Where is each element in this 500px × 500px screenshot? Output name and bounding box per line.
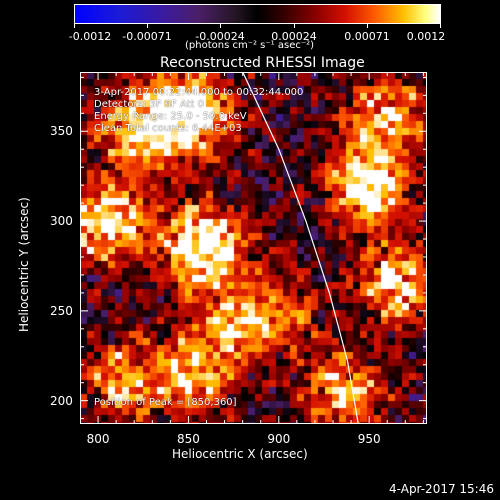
x-tick-label: 950 [357,432,381,446]
colorbar-tick-label: -0.0012 [68,30,112,43]
colorbar-tick [220,23,221,28]
colorbar-unit-label: (photons cm⁻² s⁻¹ asec⁻²) [185,40,315,51]
energy-range-annotation: Energy Range: 25.0 - 50.0 keV [94,111,247,122]
colorbar: -0.0012 -0.00071 -0.00024 0.00024 0.00071 0.0… [69,4,445,42]
peak-position-annotation: Position of Peak = [850,360] [94,397,237,408]
detectors-annotation: Detectors: 3F 6F Att 0 [94,99,204,110]
colorbar-tick [294,23,295,28]
timestamp: 4-Apr-2017 15:46 [389,482,494,496]
colorbar-tick [440,23,441,28]
colorbar-tick [74,23,75,28]
x-tick-label: 800 [86,432,110,446]
chart-title: Reconstructed RHESSI Image [160,55,365,71]
colorbar-tick-label: -0.00071 [122,30,172,43]
colorbar-tick-label: -0.00024 [195,30,245,43]
y-tick-label: 300 [50,214,73,229]
x-axis-label: Heliocentric X (arcsec) [172,447,308,461]
x-tick-label: 900 [267,432,291,446]
colorbar-tick-label: 0.0012 [406,30,446,43]
colorbar-tick-label: 0.00024 [271,30,317,43]
y-axis-label: Heliocentric Y (arcsec) [17,197,31,332]
colorbar-tick [147,23,148,28]
colorbar-gradient [74,4,441,24]
colorbar-tick [367,23,368,28]
y-tick-label: 200 [50,393,73,408]
colorbar-tick-label: 0.00071 [344,30,390,43]
time-range-annotation: 3-Apr-2017 00:22:44.000 to 00:32:44.000 [94,87,304,98]
y-tick-label: 350 [50,124,73,139]
x-tick-label: 850 [176,432,200,446]
clean-counts-annotation: Clean Total counts: 6.44E+03 [94,123,242,134]
y-tick-label: 250 [50,303,73,318]
